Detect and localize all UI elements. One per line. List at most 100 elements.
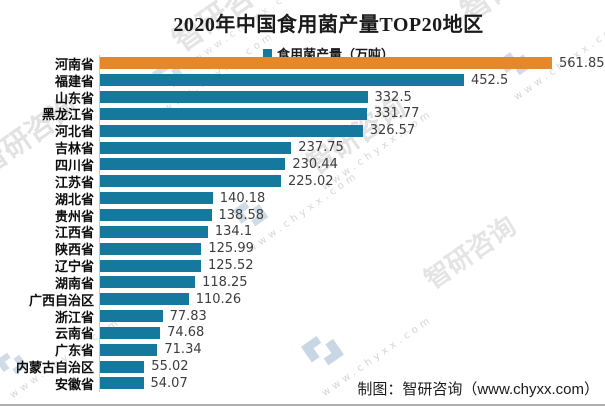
bar — [100, 124, 363, 137]
bar — [100, 310, 163, 323]
category-label: 广西自治区 — [28, 292, 94, 308]
bar-row: 河南省 561.85 — [0, 55, 605, 72]
plot-area: 332.5 — [99, 88, 605, 106]
category-label: 贵州省 — [54, 208, 94, 224]
bar-row: 湖北省 140.18 — [0, 189, 605, 207]
plot-area: 125.99 — [99, 240, 605, 258]
value-label: 125.52 — [208, 258, 254, 274]
value-label: 331.77 — [373, 106, 420, 122]
value-label: 125.99 — [208, 241, 254, 257]
bar-row: 广东省 71.34 — [0, 341, 605, 358]
bar — [100, 192, 213, 205]
bar-row: 浙江省 77.83 — [0, 307, 605, 325]
value-label: 230.44 — [292, 156, 338, 172]
value-label: 71.34 — [164, 342, 202, 358]
plot-area: 77.83 — [99, 307, 605, 325]
bar-chart: 河南省 561.85 福建省 452.5 山东省 332.5 黑龙江省 331.… — [0, 55, 605, 392]
bar — [100, 377, 144, 390]
value-label: 118.25 — [202, 274, 248, 290]
bar-row: 黑龙江省 331.77 — [0, 105, 605, 123]
bar — [100, 74, 464, 87]
bar — [100, 225, 208, 238]
bottom-divider — [0, 404, 605, 406]
value-label: 138.58 — [218, 207, 265, 223]
value-label: 561.85 — [559, 55, 605, 71]
category-label: 四川省 — [54, 157, 94, 173]
category-label: 浙江省 — [54, 309, 94, 325]
category-label: 江西省 — [54, 225, 94, 241]
category-label: 山东省 — [54, 90, 94, 106]
value-label: 134.1 — [214, 224, 253, 240]
bar — [100, 360, 145, 373]
value-label: 54.07 — [150, 375, 188, 391]
value-label: 452.5 — [471, 72, 509, 88]
bar-row: 内蒙古自治区 55.02 — [0, 358, 605, 375]
bar — [100, 259, 201, 272]
bar-row: 辽宁省 125.52 — [0, 257, 605, 274]
category-label: 内蒙古自治区 — [15, 360, 94, 376]
category-label: 黑龙江省 — [41, 107, 94, 123]
bar — [100, 276, 196, 289]
category-label: 安徽省 — [54, 376, 94, 392]
bar-row: 江苏省 225.02 — [0, 172, 605, 190]
bar-row: 河北省 326.57 — [0, 122, 605, 139]
plot-area: 118.25 — [99, 273, 605, 291]
bar-row: 广西自治区 110.26 — [0, 290, 605, 308]
category-label: 陕西省 — [54, 242, 94, 258]
bar-row: 四川省 230.44 — [0, 156, 605, 173]
plot-area: 237.75 — [99, 139, 605, 157]
bar — [100, 158, 286, 171]
plot-area: 225.02 — [99, 172, 605, 190]
value-label: 110.26 — [195, 291, 242, 307]
category-label: 江苏省 — [54, 174, 94, 190]
category-label: 辽宁省 — [54, 259, 94, 275]
chart-title: 2020年中国食用菌产量TOP20地区 — [173, 14, 484, 36]
plot-area: 561.85 — [99, 55, 605, 72]
plot-area: 326.57 — [99, 122, 605, 140]
bar-row: 云南省 74.68 — [0, 324, 605, 342]
category-label: 云南省 — [54, 326, 94, 342]
plot-area: 74.68 — [99, 324, 605, 342]
bar-row: 福建省 452.5 — [0, 71, 605, 89]
category-label: 湖北省 — [54, 191, 94, 207]
category-label: 河南省 — [54, 56, 94, 72]
bar — [100, 57, 552, 70]
value-label: 74.68 — [167, 325, 205, 341]
bar — [100, 107, 367, 120]
bar-row: 江西省 134.1 — [0, 223, 605, 240]
bar-row: 山东省 332.5 — [0, 88, 605, 106]
plot-area: 140.18 — [99, 189, 605, 207]
bar — [100, 209, 212, 222]
bar-row: 吉林省 237.75 — [0, 139, 605, 156]
plot-area: 71.34 — [99, 341, 605, 359]
value-label: 140.18 — [219, 190, 266, 206]
plot-area: 230.44 — [99, 156, 605, 173]
bar — [100, 293, 189, 306]
plot-area: 452.5 — [99, 71, 605, 89]
value-label: 55.02 — [151, 359, 189, 375]
category-label: 湖南省 — [54, 275, 94, 291]
plot-area: 54.07 — [99, 375, 605, 392]
plot-area: 134.1 — [99, 223, 605, 241]
plot-area: 125.52 — [99, 257, 605, 274]
bar-row: 安徽省 54.07 — [0, 375, 605, 392]
bar-row: 贵州省 138.58 — [0, 206, 605, 224]
category-label: 河北省 — [54, 124, 94, 140]
plot-area: 138.58 — [99, 206, 605, 224]
attribution: 制图：智研咨询（www.chyxx.com） — [357, 381, 599, 398]
bar — [100, 242, 202, 255]
category-label: 广东省 — [54, 343, 94, 359]
bar-row: 陕西省 125.99 — [0, 240, 605, 257]
value-label: 332.5 — [374, 89, 412, 105]
value-label: 326.57 — [369, 123, 416, 139]
value-label: 77.83 — [169, 308, 207, 324]
value-label: 237.75 — [298, 140, 344, 156]
category-label: 吉林省 — [54, 141, 94, 157]
plot-area: 331.77 — [99, 105, 605, 123]
plot-area: 110.26 — [99, 290, 605, 308]
plot-area: 55.02 — [99, 358, 605, 376]
legend-swatch-icon — [262, 49, 272, 58]
bar — [100, 326, 161, 339]
bar — [100, 91, 368, 104]
